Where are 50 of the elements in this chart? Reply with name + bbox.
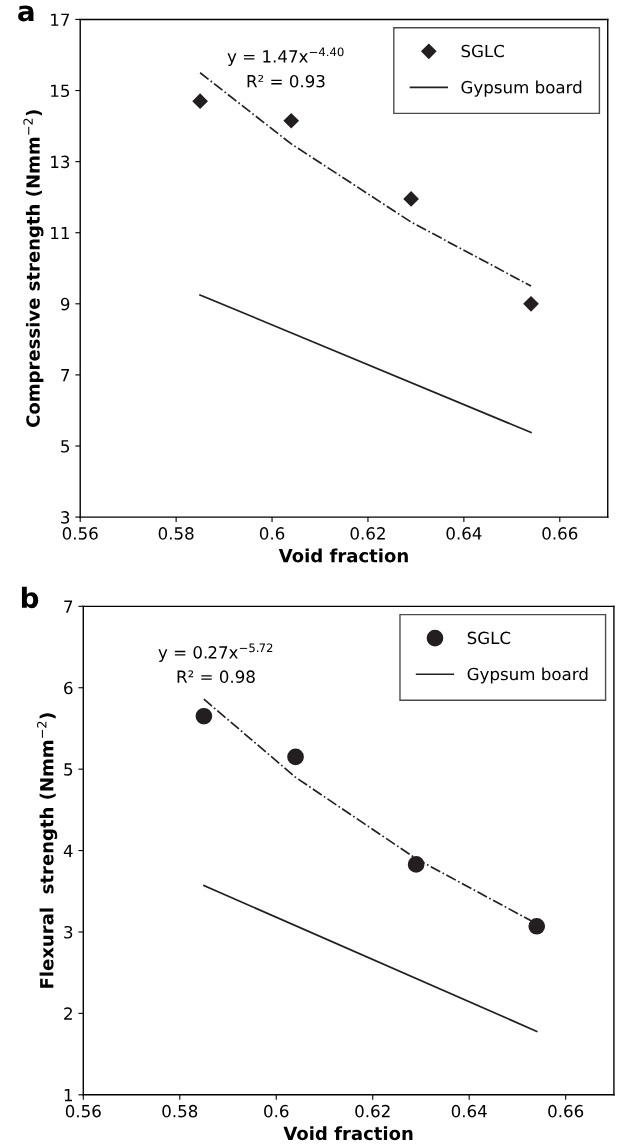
y-tick-label: 13: [51, 155, 70, 169]
chart-title: a: [18, 5, 34, 22]
x-axis-title: Void fraction: [278, 548, 408, 563]
y-axis-title: Compressive strength (Nmm$^{−2}$): [23, 110, 44, 427]
legend-label: Gypsum board: [461, 80, 582, 97]
x-tick-label: 0.64: [446, 527, 482, 540]
line-series: [199, 71, 532, 287]
legend-label: Gypsum board: [467, 667, 588, 684]
point: [195, 707, 213, 725]
annotation: y = 1.47x$^{−4.40}$: [227, 47, 344, 66]
y-tick-label: 2: [64, 1007, 72, 1020]
y-tick-label: 5: [61, 440, 70, 453]
x-tick-label: 0.62: [355, 1104, 390, 1118]
x-tick-label: 0.58: [162, 1104, 198, 1118]
x-tick-label: 0.56: [65, 1104, 101, 1118]
point: [192, 93, 208, 109]
y-tick-label: 17: [51, 13, 70, 26]
annotation: R² = 0.93: [247, 74, 325, 88]
point: [287, 748, 304, 766]
point: [403, 191, 419, 207]
x-tick-label: 0.66: [542, 527, 578, 540]
point: [283, 113, 299, 129]
y-tick-label: 7: [61, 369, 70, 382]
x-axis-title: Void fraction: [283, 1126, 413, 1141]
y-axis-title: Flexural strength (Nmm$^{−2}$): [37, 713, 58, 988]
legend-label: SGLC: [467, 631, 511, 645]
y-tick-label: 4: [63, 844, 73, 857]
y-tick-label: 7: [64, 600, 73, 613]
y-tick-label: 6: [64, 681, 73, 695]
y-tick-label: 9: [60, 297, 70, 311]
point: [407, 856, 425, 873]
annotation: R² = 0.98: [177, 670, 255, 683]
point: [528, 917, 546, 935]
x-tick-label: 0.66: [548, 1104, 584, 1118]
x-tick-label: 0.58: [158, 527, 194, 540]
y-tick-label: 15: [51, 84, 70, 98]
x-tick-label: 0.56: [62, 527, 98, 540]
x-tick-label: 0.62: [350, 527, 385, 540]
y-tick-label: 3: [64, 925, 73, 939]
annotation: y = 0.27x$^{−5.72}$: [158, 643, 273, 662]
x-tick-label: 0.64: [451, 1104, 487, 1118]
x-tick-label: 0.6: [264, 1104, 289, 1118]
y-tick-label: 1: [64, 1088, 73, 1102]
legend-label: SGLC: [461, 44, 504, 58]
y-tick-label: 5: [64, 763, 73, 776]
x-tick-label: 0.6: [259, 527, 285, 540]
chart-title: b: [21, 586, 39, 609]
y-tick-label: 3: [61, 511, 70, 524]
point: [523, 296, 539, 312]
y-tick-label: 11: [51, 226, 69, 240]
